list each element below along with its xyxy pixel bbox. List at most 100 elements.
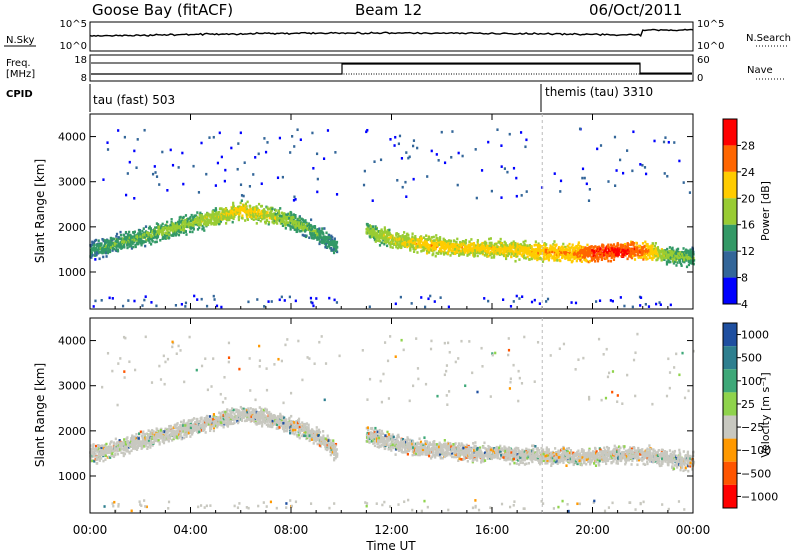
echo-pixel	[135, 235, 137, 238]
echo-pixel	[138, 440, 140, 443]
echo-pixel	[100, 243, 102, 246]
scatter-pixel	[300, 138, 302, 141]
echo-pixel	[645, 243, 647, 246]
scatter-pixel	[518, 297, 520, 300]
echo-pixel	[447, 252, 449, 255]
echo-pixel	[569, 258, 571, 261]
echo-pixel	[318, 227, 320, 230]
colorbar-tick-label: 4	[741, 298, 748, 311]
echo-pixel	[266, 219, 268, 222]
nave-tick-top: 60	[697, 55, 710, 66]
echo-pixel	[198, 227, 200, 230]
echo-pixel	[270, 213, 272, 216]
echo-pixel	[642, 242, 644, 245]
echo-pixel	[150, 227, 152, 230]
scatter-pixel	[547, 298, 549, 301]
echo-pixel	[577, 249, 579, 252]
echo-pixel	[194, 221, 196, 224]
scatter-pixel	[481, 169, 483, 172]
echo-pixel	[390, 246, 392, 249]
scatter-pixel	[424, 306, 426, 309]
echo-pixel	[94, 258, 96, 261]
echo-pixel	[548, 259, 550, 262]
echo-pixel	[185, 233, 187, 236]
echo-pixel	[142, 436, 144, 439]
scatter-pixel	[475, 148, 477, 151]
echo-pixel	[240, 202, 242, 205]
echo-pixel	[176, 233, 178, 236]
echo-pixel	[132, 246, 134, 249]
scatter-pixel	[448, 306, 450, 309]
echo-pixel	[449, 254, 451, 257]
scatter-pixel	[311, 132, 313, 135]
scatter-pixel	[426, 175, 428, 178]
echo-pixel	[111, 452, 113, 455]
echo-pixel	[679, 261, 681, 264]
echo-pixel	[460, 245, 462, 248]
scatter-pixel	[405, 195, 407, 198]
echo-pixel	[260, 212, 262, 215]
scatter-pixel	[521, 295, 523, 298]
echo-pixel	[275, 209, 277, 212]
scatter-pixel	[181, 152, 183, 155]
colorbar-tick-label: 12	[741, 245, 755, 258]
echo-pixel	[514, 242, 516, 245]
scatter-pixel	[247, 301, 249, 304]
echo-pixel	[627, 249, 629, 252]
scatter-pixel	[631, 170, 633, 173]
echo-pixel	[266, 212, 268, 215]
echo-pixel	[569, 248, 571, 251]
scatter-pixel	[182, 183, 184, 186]
scatter-pixel	[405, 151, 407, 154]
scatter-pixel	[411, 302, 413, 305]
scatter-pixel	[109, 297, 111, 300]
echo-pixel	[126, 247, 128, 250]
scatter-pixel	[244, 161, 246, 164]
echo-pixel	[388, 229, 390, 232]
echo-pixel	[617, 244, 619, 247]
echo-pixel	[162, 223, 164, 226]
echo-pixel	[571, 260, 573, 263]
echo-pixel	[260, 205, 262, 208]
echo-pixel	[633, 242, 635, 245]
colorbar-tick-label: 28	[741, 139, 755, 152]
scatter-pixel	[122, 305, 124, 308]
echo-pixel	[493, 256, 495, 259]
echo-pixel	[278, 210, 280, 213]
scatter-pixel	[155, 305, 157, 308]
scatter-pixel	[506, 171, 508, 174]
echo-pixel	[435, 255, 437, 258]
echo-pixel	[539, 245, 541, 248]
echo-pixel	[102, 460, 104, 463]
echo-pixel	[581, 260, 583, 263]
scatter-pixel	[668, 141, 670, 144]
echo-pixel	[450, 240, 452, 243]
scatter-pixel	[595, 300, 597, 303]
echo-pixel	[551, 248, 553, 251]
scatter-pixel	[600, 144, 602, 147]
echo-pixel	[166, 221, 168, 224]
echo-pixel	[605, 254, 607, 257]
echo-pixel	[326, 246, 328, 249]
echo-pixel	[624, 243, 626, 246]
echo-pixel	[98, 257, 100, 260]
echo-pixel	[180, 231, 182, 234]
echo-pixel	[294, 222, 296, 225]
scatter-pixel	[254, 156, 256, 159]
scatter-pixel	[230, 147, 232, 150]
scatter-pixel	[185, 302, 187, 305]
scatter-pixel	[510, 305, 512, 308]
echo-pixel	[135, 440, 137, 443]
scatter-pixel	[281, 296, 283, 299]
echo-pixel	[254, 207, 256, 210]
scatter-pixel	[639, 163, 641, 166]
echo-pixel	[523, 257, 525, 260]
echo-pixel	[107, 239, 109, 242]
echo-pixel	[280, 215, 282, 218]
echo-pixel	[290, 228, 292, 231]
echo-pixel	[593, 251, 595, 254]
echo-pixel	[505, 257, 507, 260]
echo-pixel	[335, 241, 337, 244]
echo-pixel	[206, 218, 208, 221]
